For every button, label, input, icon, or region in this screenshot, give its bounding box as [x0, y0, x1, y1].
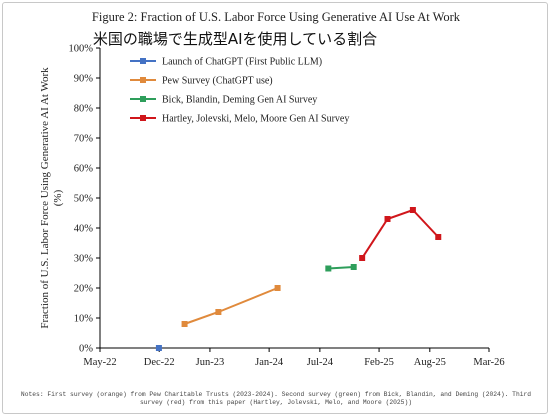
- y-tick-label: 80%: [74, 104, 94, 115]
- legend-marker: [140, 115, 146, 121]
- x-tick-label: Jul-24: [307, 357, 334, 368]
- series-line: [361, 208, 439, 259]
- data-point-marker: [181, 321, 188, 327]
- data-point-marker: [359, 255, 366, 261]
- series-2: [181, 285, 281, 327]
- data-point-marker: [155, 345, 162, 351]
- legend-marker: [140, 77, 146, 83]
- y-tick-label: 20%: [74, 284, 94, 295]
- y-axis-label-line2: (%): [52, 189, 64, 206]
- legend-label: Launch of ChatGPT (First Public LLM): [162, 57, 322, 68]
- figure-frame: [2, 2, 548, 414]
- x-tick-label: Jun-23: [196, 357, 225, 368]
- y-tick-label: 0%: [79, 344, 93, 355]
- legend-label: Hartley, Jolevski, Melo, Moore Gen AI Su…: [162, 114, 349, 125]
- x-tick-label: May-22: [83, 357, 116, 368]
- data-point-marker: [325, 265, 332, 272]
- y-tick-label: 90%: [74, 74, 94, 85]
- y-tick-label: 70%: [74, 134, 94, 145]
- legend-marker: [140, 96, 146, 102]
- chart-subtitle-japanese: 米国の職場で生成型AIを使用している割合: [92, 30, 378, 48]
- chart-axes: [99, 48, 489, 349]
- series-1: [155, 345, 162, 351]
- y-tick-label: 60%: [74, 164, 94, 175]
- chart-notes: Notes: First survey (orange) from Pew Ch…: [20, 391, 532, 406]
- chart-title: Figure 2: Fraction of U.S. Labor Force U…: [91, 10, 461, 24]
- series-line: [328, 266, 354, 270]
- legend: Launch of ChatGPT (First Public LLM) Pew …: [130, 57, 349, 125]
- x-tick-label: Feb-25: [364, 357, 394, 368]
- x-axis-ticks: May-22 Dec-22 Jun-23 Jan-24 Jul-24 Feb-25 Aug-…: [83, 348, 505, 368]
- series-layer: [155, 207, 442, 351]
- y-tick-label: 40%: [74, 224, 94, 235]
- data-point-marker: [384, 216, 391, 222]
- x-tick-label: Jan-24: [255, 357, 284, 368]
- data-point-marker: [215, 309, 222, 315]
- series-3: [325, 264, 357, 272]
- data-point-marker: [409, 207, 416, 213]
- y-axis-label-line1: Fraction of U.S. Labor Force Using Gener…: [39, 67, 51, 329]
- legend-marker: [140, 58, 146, 64]
- series-line: [184, 287, 278, 325]
- data-point-marker: [435, 234, 442, 240]
- x-tick-label: Mar-26: [473, 357, 504, 368]
- y-tick-label: 30%: [74, 254, 94, 265]
- x-tick-label: Dec-22: [144, 357, 175, 368]
- y-tick-label: 100%: [69, 44, 94, 55]
- y-tick-label: 10%: [74, 314, 94, 325]
- y-axis-label: Fraction of U.S. Labor Force Using Gener…: [39, 67, 64, 329]
- data-point-marker: [274, 285, 281, 291]
- y-tick-label: 50%: [74, 194, 94, 205]
- series-4: [359, 207, 442, 261]
- x-tick-label: Aug-25: [414, 357, 446, 368]
- data-point-marker: [350, 264, 357, 270]
- y-axis-ticks: 0% 10% 20% 30% 40% 50% 60% 70% 80% 90% 100%: [69, 44, 100, 355]
- legend-label: Pew Survey (ChatGPT use): [162, 76, 273, 87]
- legend-label: Bick, Blandin, Deming Gen AI Survey: [162, 95, 317, 106]
